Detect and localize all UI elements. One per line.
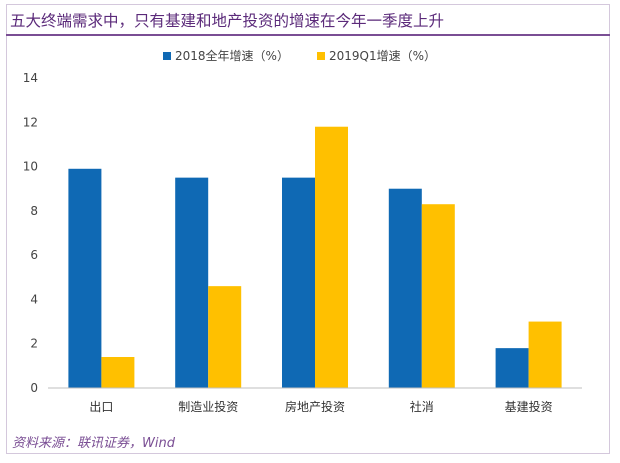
- y-tick-label: 4: [30, 292, 38, 306]
- bar-series1-4: [495, 348, 529, 388]
- source-note: 资料来源：联讯证券，Wind: [12, 436, 175, 451]
- page-title: 五大终端需求中，只有基建和地产投资的增速在今年一季度上升: [10, 12, 445, 30]
- bar-series2-3: [421, 204, 455, 388]
- legend-swatch-2: [317, 52, 325, 60]
- legend-label-2: 2019Q1增速（%）: [329, 49, 436, 63]
- y-tick-label: 14: [23, 71, 38, 85]
- y-tick-label: 6: [30, 248, 38, 262]
- bars: [68, 126, 562, 388]
- bar-series2-4: [528, 321, 562, 388]
- y-tick-label: 0: [30, 381, 38, 395]
- legend-label-1: 2018全年增速（%）: [175, 48, 289, 63]
- x-category-label: 制造业投资: [178, 399, 238, 414]
- y-tick-label: 12: [23, 115, 38, 129]
- bar-series2-1: [208, 286, 242, 388]
- bar-series1-3: [388, 188, 422, 388]
- y-axis-ticks: 0 2 4 6 8 10 12 14: [23, 71, 38, 395]
- bar-series1-0: [68, 168, 102, 388]
- bar-series1-1: [175, 177, 209, 388]
- y-tick-label: 8: [30, 204, 38, 218]
- title-divider: [6, 34, 610, 36]
- x-category-label: 出口: [89, 400, 113, 414]
- x-category-label: 社消: [410, 399, 434, 414]
- x-category-label: 基建投资: [505, 399, 553, 414]
- x-axis-categories: 出口 制造业投资 房地产投资 社消 基建投资: [89, 399, 552, 414]
- legend-swatch-1: [163, 52, 171, 60]
- bar-series1-2: [282, 177, 315, 388]
- bar-series2-2: [315, 126, 348, 388]
- x-category-label: 房地产投资: [285, 399, 345, 414]
- legend: 2018全年增速（%） 2019Q1增速（%）: [163, 48, 436, 63]
- y-tick-label: 2: [30, 337, 38, 351]
- bar-series2-0: [101, 357, 135, 388]
- y-tick-label: 10: [23, 160, 38, 174]
